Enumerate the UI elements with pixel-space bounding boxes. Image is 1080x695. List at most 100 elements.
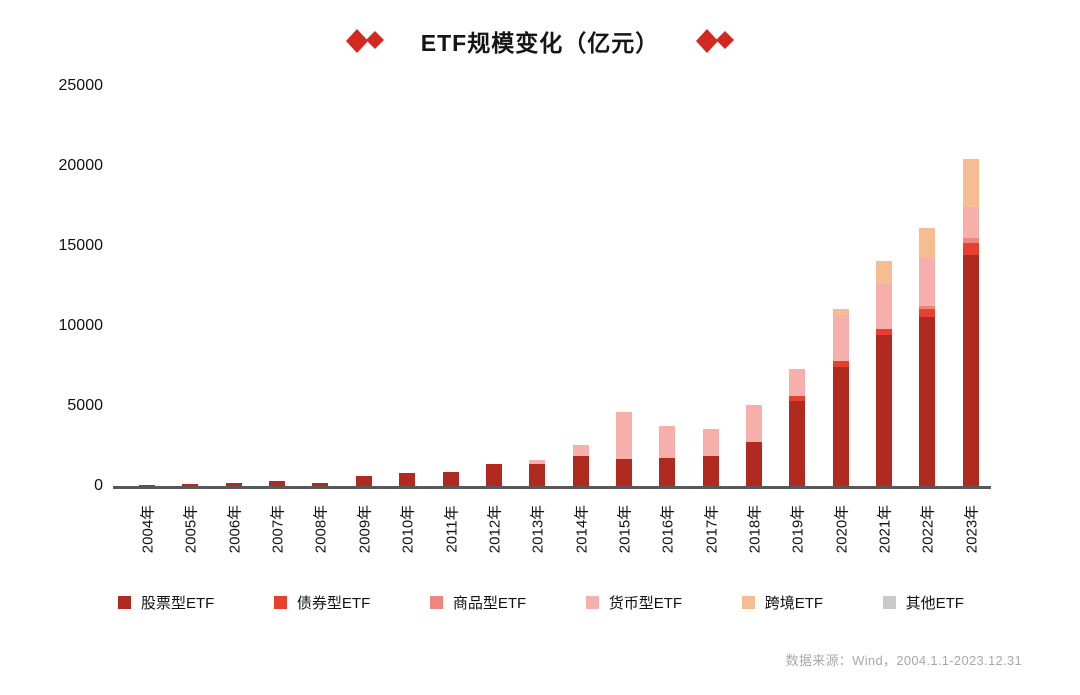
bar-segment [485, 463, 502, 487]
bar-segment [139, 484, 155, 487]
stacked-bar-2016年 [659, 87, 676, 487]
bar-segment [225, 483, 242, 487]
y-tick-label: 15000 [58, 237, 104, 254]
chart-legend: 股票型ETF 债券型ETF 商品型ETF 货币型ETF 跨境ETF 其他ETF [118, 592, 964, 613]
legend-item: 商品型ETF [429, 592, 526, 613]
bar-segment [572, 445, 589, 456]
bar-segment [962, 255, 979, 487]
legend-item: 跨境ETF [741, 592, 824, 613]
legend-label: 债券型ETF [296, 595, 371, 612]
stacked-bar-2011年 [442, 87, 459, 487]
y-tick-label: 5000 [67, 397, 103, 414]
bar-segment [442, 472, 459, 487]
stacked-bar-2012年 [485, 87, 502, 487]
stacked-bar-2005年 [182, 87, 199, 487]
x-tick-label: 2014年 [573, 504, 591, 554]
bar-segment [746, 404, 763, 443]
y-tick-label: 25000 [58, 77, 104, 94]
stacked-bar-2020年 [832, 87, 849, 487]
bar-segment [702, 429, 719, 456]
bar-segment [832, 367, 849, 487]
y-tick-label: 20000 [58, 157, 104, 174]
x-tick-label: 2016年 [659, 504, 677, 554]
legend-item: 其他ETF [882, 592, 964, 613]
bar-segment [962, 238, 979, 243]
bar-segment [182, 483, 199, 487]
x-axis-line [113, 486, 991, 489]
bar-segment [572, 455, 589, 487]
chart-header: ETF规模变化（亿元） [0, 24, 1080, 58]
stacked-bar-2014年 [572, 87, 589, 487]
bar-segment [832, 361, 849, 367]
stacked-bar-2006年 [225, 87, 242, 487]
bar-segment [832, 308, 849, 316]
y-tick-label: 10000 [58, 317, 104, 334]
bar-series-container [139, 87, 979, 487]
stacked-bar-2004年 [139, 87, 155, 487]
bar-segment [876, 335, 893, 487]
legend-swatch-icon [429, 596, 443, 609]
legend-swatch-icon [882, 596, 896, 609]
x-tick-label: 2007年 [269, 504, 287, 554]
x-tick-label: 2018年 [746, 504, 764, 554]
bar-segment [919, 309, 936, 318]
bar-segment [355, 475, 372, 487]
x-tick-label: 2005年 [182, 504, 200, 554]
x-tick-label: 2019年 [789, 504, 807, 554]
bar-segment [746, 442, 763, 487]
x-tick-label: 2015年 [616, 504, 634, 554]
title-diamond-right-icon [696, 29, 735, 53]
bar-segment [789, 395, 806, 401]
title-diamond-left-icon [345, 29, 384, 53]
stacked-bar-2008年 [312, 87, 329, 487]
y-tick-label: 0 [94, 477, 103, 494]
x-tick-label: 2004年 [139, 504, 157, 554]
bar-segment [962, 207, 979, 239]
bar-segment [789, 368, 806, 396]
bar-segment [659, 426, 676, 459]
x-axis-tick-labels: 2004年 2005年 2006年 2007年 2008年 2009年 2010年 2011年… [139, 497, 981, 561]
plot-area [139, 87, 979, 487]
stacked-bar-2018年 [746, 87, 763, 487]
legend-swatch-icon [585, 596, 599, 609]
bar-segment [312, 483, 329, 487]
legend-label: 其他ETF [905, 595, 964, 612]
legend-swatch-icon [273, 596, 287, 609]
stacked-bar-2017年 [702, 87, 719, 487]
bar-segment [919, 227, 936, 259]
bar-segment [615, 411, 632, 459]
legend-label: 货币型ETF [608, 595, 683, 612]
stacked-bar-2023年 [962, 87, 979, 487]
legend-label: 跨境ETF [764, 595, 824, 612]
x-tick-label: 2008年 [312, 504, 330, 554]
x-tick-label: 2012年 [486, 504, 504, 554]
bar-segment [529, 459, 546, 464]
bar-segment [832, 315, 849, 362]
x-tick-label: 2023年 [963, 504, 981, 554]
stacked-bar-2009年 [355, 87, 372, 487]
bar-segment [269, 480, 286, 487]
bar-segment [529, 463, 546, 487]
x-tick-label: 2017年 [703, 504, 721, 554]
bar-segment [919, 317, 936, 487]
stacked-bar-2021年 [876, 87, 893, 487]
x-tick-label: 2006年 [226, 504, 244, 554]
legend-item: 货币型ETF [585, 592, 683, 613]
bar-segment [615, 459, 632, 487]
bar-segment [876, 260, 893, 284]
x-tick-label: 2011年 [443, 505, 461, 553]
stacked-bar-2022年 [919, 87, 936, 487]
bar-segment [789, 400, 806, 487]
bar-segment [919, 306, 936, 310]
bar-segment [962, 243, 979, 255]
stacked-bar-2007年 [269, 87, 286, 487]
bar-segment [876, 328, 893, 335]
bar-segment [962, 159, 979, 208]
stacked-bar-2019年 [789, 87, 806, 487]
legend-swatch-icon [118, 596, 131, 609]
bar-segment [399, 473, 416, 487]
bar-segment [876, 283, 893, 329]
x-tick-label: 2009年 [356, 504, 374, 554]
x-tick-label: 2022年 [919, 504, 937, 554]
bar-segment [659, 458, 676, 487]
